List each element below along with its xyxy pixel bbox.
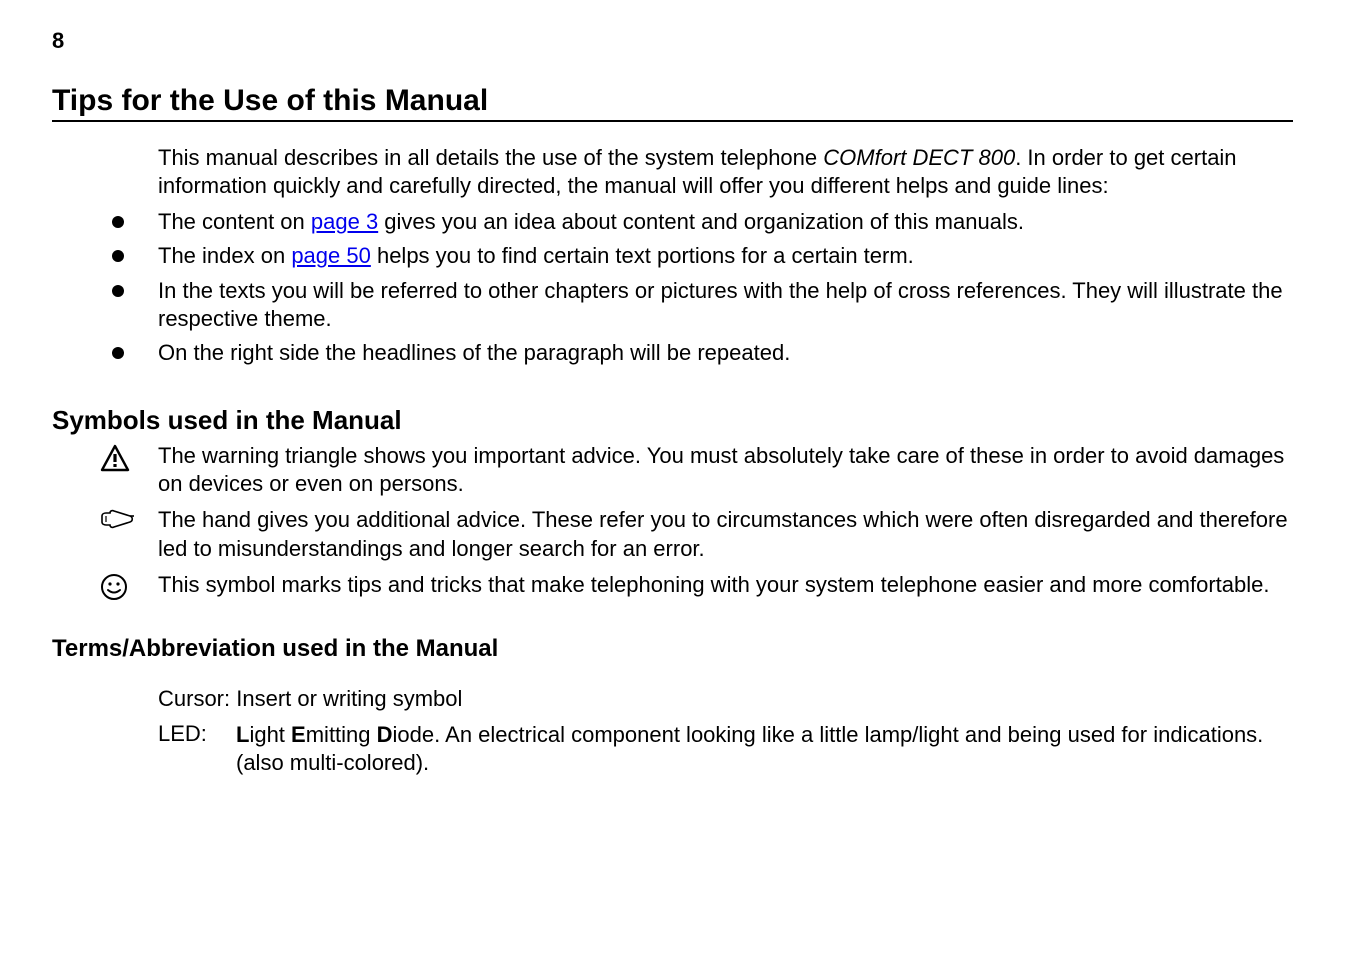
symbol-row-smile: This symbol marks tips and tricks that m… <box>52 571 1293 601</box>
term-cursor: Cursor: Insert or writing symbol <box>158 685 1293 713</box>
term-led-row: LED: Light Emitting Diode. An electrical… <box>158 721 1293 777</box>
smiley-face-icon <box>52 571 158 601</box>
section-heading-terms: Terms/Abbreviation used in the Manual <box>52 635 1293 663</box>
section-heading-symbols: Symbols used in the Manual <box>52 405 1293 436</box>
product-name: COMfort DECT 800 <box>823 145 1015 170</box>
term-led-label: LED: <box>158 721 236 747</box>
led-text-ight: ight <box>249 722 291 747</box>
section-heading-tips: Tips for the Use of this Manual <box>52 84 1293 122</box>
symbol-row-warning: The warning triangle shows you important… <box>52 442 1293 498</box>
bullet-item-crossref: In the texts you will be referred to oth… <box>52 277 1293 333</box>
warning-triangle-icon <box>52 442 158 472</box>
page-50-link[interactable]: page 50 <box>291 243 371 268</box>
bullet-item-headlines: On the right side the headlines of the p… <box>52 339 1293 367</box>
symbol-text-hand: The hand gives you additional advice. Th… <box>158 506 1293 562</box>
bullet-text-pre: The content on <box>158 209 311 234</box>
bullet-text-pre: The index on <box>158 243 291 268</box>
intro-text-pre: This manual describes in all details the… <box>158 145 823 170</box>
led-bold-L: L <box>236 722 249 747</box>
bullet-text-post: helps you to find certain text portions … <box>371 243 914 268</box>
led-text-mitting: mitting <box>306 722 377 747</box>
led-bold-D: D <box>377 722 393 747</box>
manual-page: 8 Tips for the Use of this Manual This m… <box>0 0 1345 777</box>
symbol-row-hand: The hand gives you additional advice. Th… <box>52 506 1293 562</box>
page-number: 8 <box>52 28 1293 54</box>
term-led-definition: Light Emitting Diode. An electrical comp… <box>236 721 1293 777</box>
intro-paragraph: This manual describes in all details the… <box>158 144 1293 200</box>
led-bold-E: E <box>291 722 306 747</box>
symbol-text-warning: The warning triangle shows you important… <box>158 442 1293 498</box>
pointing-hand-icon <box>52 506 158 530</box>
page-3-link[interactable]: page 3 <box>311 209 378 234</box>
symbol-text-smile: This symbol marks tips and tricks that m… <box>158 571 1293 599</box>
bullet-item-index: The index on page 50 helps you to find c… <box>52 242 1293 270</box>
bullet-item-content: The content on page 3 gives you an idea … <box>52 208 1293 236</box>
bullet-text-post: gives you an idea about content and orga… <box>378 209 1024 234</box>
guide-bullet-list: The content on page 3 gives you an idea … <box>52 208 1293 367</box>
